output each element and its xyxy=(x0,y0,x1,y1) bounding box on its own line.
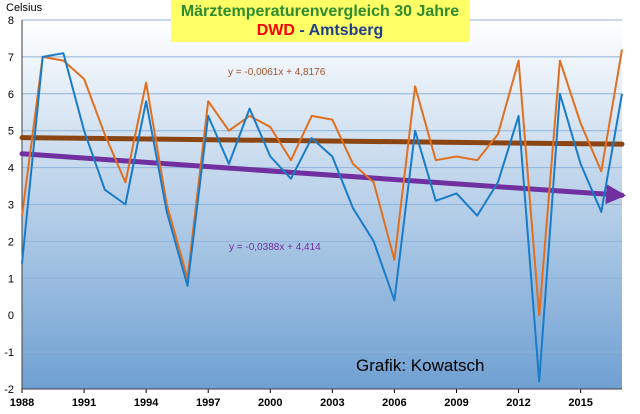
y-tick-label: 7 xyxy=(8,52,14,64)
amtsberg-series-line xyxy=(21,52,623,383)
x-tick-label: 1991 xyxy=(72,397,96,409)
chart-subtitle: DWD - Amtsberg xyxy=(171,21,469,41)
y-tick-label: 2 xyxy=(8,236,14,248)
axis-layer xyxy=(21,20,622,393)
x-tick-label: 1997 xyxy=(196,397,220,409)
x-tick-label: 2015 xyxy=(568,397,592,409)
x-tick-label: 1988 xyxy=(10,397,34,409)
y-tick-label: 0 xyxy=(8,310,14,322)
y-tick-label: 4 xyxy=(8,163,14,175)
y-tick-label: 1 xyxy=(8,273,14,285)
y-tick-label: -1 xyxy=(4,347,14,359)
x-tick-label: 2003 xyxy=(320,397,344,409)
y-tick-label: 6 xyxy=(8,89,14,101)
legend-amtsberg-label: Amtsberg xyxy=(308,22,384,39)
y-axis-unit-label: Celsius xyxy=(6,2,43,14)
title-separator: - xyxy=(294,22,309,39)
chart-title: Märztemperaturenvergleich 30 Jahre xyxy=(180,3,460,20)
amtsberg-trend-line xyxy=(19,151,626,205)
y-tick-label: 5 xyxy=(8,126,14,138)
dwd-trend-line xyxy=(19,135,625,147)
chart-credit: Grafik: Kowatsch xyxy=(356,356,485,375)
dwd-series-line xyxy=(21,49,623,317)
x-tick-label: 1994 xyxy=(134,397,159,409)
y-tick-label: 8 xyxy=(8,15,14,27)
tick-label-layer: -2 -1 0 1 2 3 4 5 6 7 8 1988 1991 1994 1997 2000 2003 200… xyxy=(4,15,593,409)
legend-dwd-label: DWD xyxy=(256,22,295,39)
y-tick-label: 3 xyxy=(8,200,14,212)
series-layer xyxy=(21,49,623,383)
chart-title-box: Märztemperaturenvergleich 30 Jahre DWD -… xyxy=(171,0,469,42)
trend-layer xyxy=(19,135,626,205)
amtsberg-trend-equation: y = -0,0388x + 4,414 xyxy=(229,242,321,253)
y-tick-label: -2 xyxy=(4,384,14,396)
x-tick-label: 2000 xyxy=(258,397,282,409)
x-tick-label: 2012 xyxy=(506,397,530,409)
dwd-trend-equation: y = -0,0061x + 4,8176 xyxy=(228,67,326,78)
x-tick-label: 2009 xyxy=(444,397,468,409)
x-tick-label: 2006 xyxy=(382,397,406,409)
